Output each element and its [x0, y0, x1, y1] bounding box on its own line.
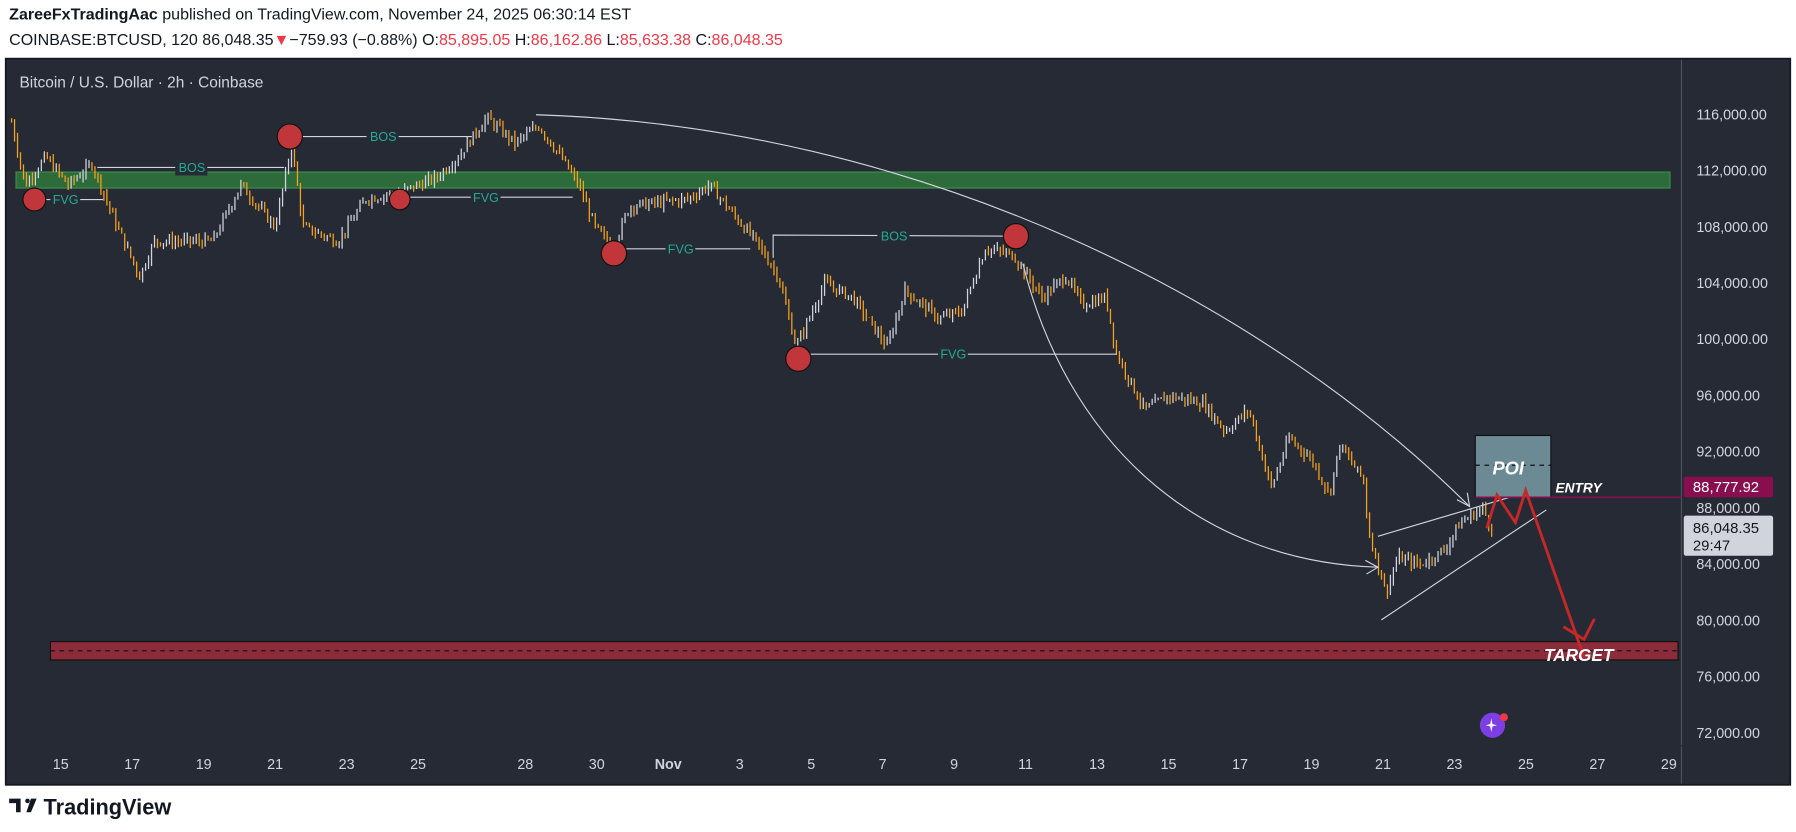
ohlc-legend: COINBASE:BTCUSD, 120 86,048.35▼−759.93 (… — [9, 31, 783, 49]
chart-title: Bitcoin / U.S. Dollar · 2h · Coinbase — [19, 74, 263, 91]
price-tick-label: 92,000.00 — [1696, 445, 1760, 461]
close-value: 86,048.35 — [712, 31, 783, 49]
price-axis[interactable]: 116,000.00 112,000.00 108,000.00 104,000.00… — [1696, 107, 1768, 742]
entry-price-label: 88,777.92 — [1693, 480, 1759, 496]
date-tick-label: 23 — [339, 757, 355, 773]
date-tick-label: 7 — [879, 757, 887, 773]
wedge-lower-line — [1381, 509, 1547, 621]
publish-info: ZareeFxTradingAac published on TradingVi… — [9, 6, 631, 24]
price-tick-label: 72,000.00 — [1696, 726, 1760, 742]
entry-price-badge — [1683, 476, 1774, 498]
date-tick-label: 3 — [736, 757, 744, 773]
swing-circle — [785, 345, 812, 372]
date-tick-label: 21 — [267, 757, 283, 773]
date-tick-label: 15 — [1161, 757, 1177, 773]
price-tick-label: 108,000.00 — [1696, 220, 1768, 236]
arrowhead-1 — [1456, 492, 1471, 508]
date-tick-label: 28 — [517, 757, 533, 773]
price-tick-label: 116,000.00 — [1696, 107, 1767, 123]
fvg-label: FVG — [940, 348, 966, 362]
open-value: 85,895.05 — [439, 31, 510, 49]
short-scenario-arrow — [1485, 485, 1596, 659]
publish-text: published on TradingView.com, November 2… — [158, 6, 632, 24]
price-tick-label: 76,000.00 — [1696, 670, 1760, 686]
date-tick-label: 9 — [950, 757, 958, 773]
price-tick-label: 100,000.00 — [1696, 332, 1768, 348]
price-tick-label: 88,000.00 — [1696, 501, 1760, 517]
price-tick-label: 80,000.00 — [1696, 613, 1760, 629]
brand-name: TradingView — [44, 795, 172, 820]
close-label: C: — [696, 31, 712, 49]
date-tick-label: 15 — [53, 757, 69, 773]
price-tick-label: 112,000.00 — [1696, 164, 1767, 180]
fvg-label: FVG — [668, 242, 694, 256]
bos-label: BOS — [179, 161, 206, 175]
poi-label: POI — [1492, 457, 1524, 478]
bos-line-3 — [772, 234, 1016, 258]
price-change: −759.93 (−0.88%) — [289, 31, 417, 49]
structure-labels: FVG BOS BOS FVG FVG BOS FVG — [50, 128, 968, 363]
swing-circle — [388, 188, 411, 211]
date-tick-label: 25 — [410, 757, 426, 773]
bos-label: BOS — [370, 130, 397, 144]
target-label: TARGET — [1544, 645, 1615, 665]
swing-circle — [1002, 222, 1030, 250]
current-price-badge — [1683, 515, 1774, 556]
date-tick-label: 17 — [1232, 757, 1248, 773]
swing-circle — [600, 240, 628, 267]
high-label: H: — [515, 31, 531, 49]
arrowhead-2 — [1365, 559, 1380, 575]
date-tick-label: 30 — [589, 757, 605, 773]
high-value: 86,162.86 — [531, 31, 602, 49]
poi-zone[interactable] — [1474, 434, 1552, 498]
low-label: L: — [606, 31, 619, 49]
date-tick-label: 25 — [1518, 757, 1534, 773]
date-tick-label: Nov — [655, 757, 682, 773]
ai-assistant-icon[interactable] — [1479, 712, 1508, 738]
date-tick-label: 13 — [1089, 757, 1105, 773]
entry-label: ENTRY — [1555, 481, 1603, 496]
tradingview-logo[interactable]: TradingView — [9, 795, 171, 820]
target-zone[interactable] — [49, 641, 1679, 661]
price-tick-label: 104,000.00 — [1696, 276, 1768, 292]
author-name[interactable]: ZareeFxTradingAac — [9, 6, 158, 24]
date-tick-label: 27 — [1589, 757, 1605, 773]
date-tick-label: 19 — [196, 757, 212, 773]
down-triangle-icon: ▼ — [274, 31, 290, 49]
fvg-label: FVG — [473, 191, 499, 205]
time-axis[interactable]: 15 17 19 21 23 25 28 30 Nov 3 5 7 9 11 13 15 17 19 21 23 25 2… — [53, 757, 1677, 773]
bos-label: BOS — [881, 230, 908, 244]
fvg-label: FVG — [53, 193, 79, 207]
bar-countdown: 29:47 — [1693, 539, 1730, 555]
date-tick-label: 21 — [1375, 757, 1391, 773]
curved-projection-arrow-1 — [536, 114, 1470, 507]
symbol: COINBASE:BTCUSD, 120 — [9, 31, 198, 49]
swing-points — [22, 123, 1030, 372]
date-tick-label: 17 — [124, 757, 140, 773]
date-tick-label: 29 — [1661, 757, 1677, 773]
curved-projection-arrow-2 — [1022, 263, 1378, 568]
date-tick-label: 5 — [807, 757, 815, 773]
last-price: 86,048.35 — [202, 31, 273, 49]
swing-circle — [22, 187, 47, 212]
current-price-label: 86,048.35 — [1693, 521, 1759, 537]
supply-zone[interactable] — [15, 171, 1671, 189]
open-label: O: — [422, 31, 439, 49]
swing-circle — [276, 123, 303, 150]
price-tick-label: 96,000.00 — [1696, 388, 1760, 404]
price-tick-label: 84,000.00 — [1696, 557, 1760, 573]
date-tick-label: 23 — [1446, 757, 1462, 773]
low-value: 85,633.38 — [620, 31, 691, 49]
date-tick-label: 11 — [1018, 757, 1033, 773]
date-tick-label: 19 — [1304, 757, 1320, 773]
